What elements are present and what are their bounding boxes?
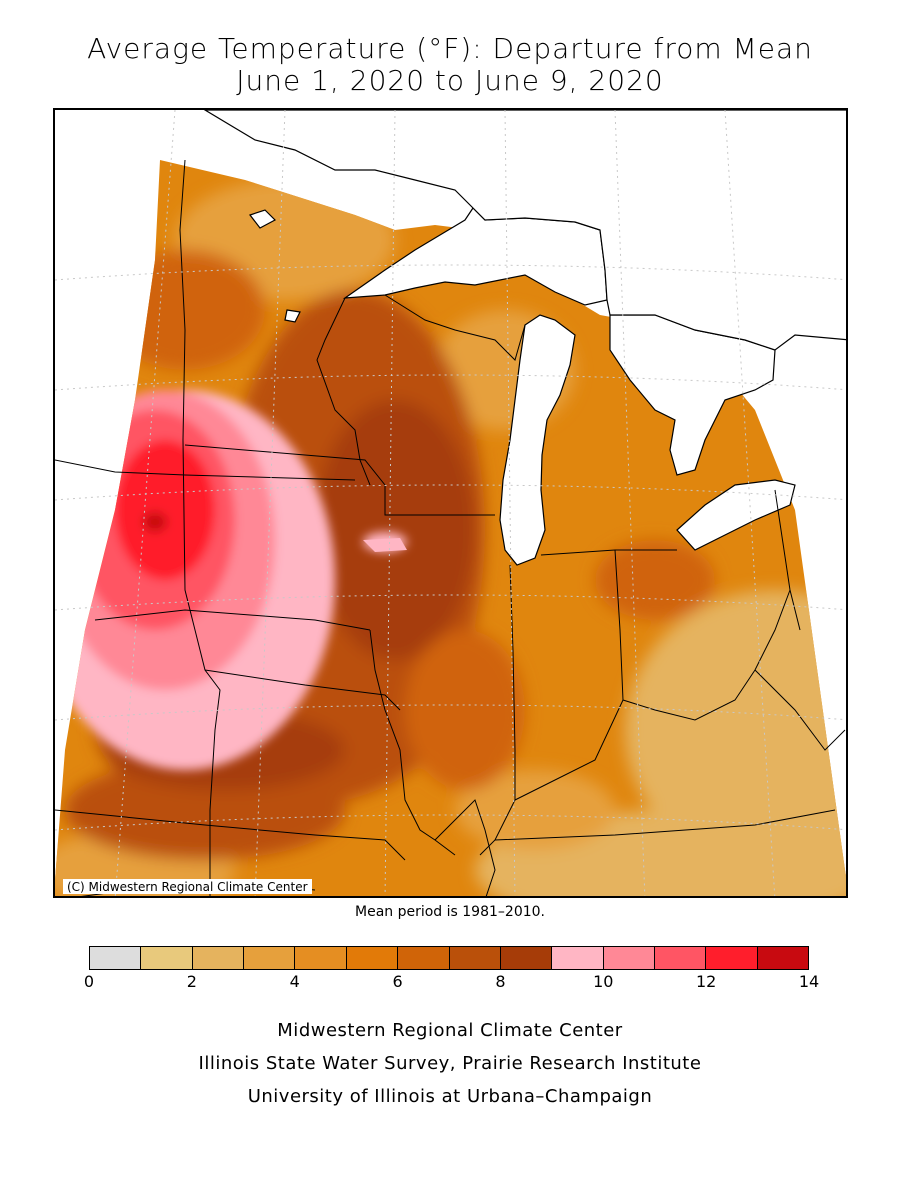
map-credit: (C) Midwestern Regional Climate Center	[63, 879, 312, 894]
legend-tick-label: 6	[392, 972, 403, 991]
legend-swatch	[500, 947, 553, 969]
graticule	[55, 110, 846, 896]
legend-swatch	[706, 947, 758, 969]
legend-tick-label: 8	[495, 972, 506, 991]
legend-swatch	[398, 947, 450, 969]
map-svg	[55, 110, 846, 896]
great-lakes	[203, 110, 846, 566]
legend-swatch	[295, 947, 347, 969]
legend-tick-label: 4	[289, 972, 300, 991]
legend-tick-label: 12	[695, 972, 717, 991]
footer-line2: Illinois State Water Survey, Prairie Res…	[198, 1053, 702, 1074]
legend-tick-label: 2	[186, 972, 197, 991]
state-boundaries	[55, 159, 846, 896]
map-title-line1: Average Temperature (°F): Departure from…	[87, 32, 813, 65]
legend-swatch	[654, 947, 707, 969]
legend-swatch	[141, 947, 193, 969]
temperature-departure-map: (C) Midwestern Regional Climate Center	[53, 108, 848, 898]
map-title-line2: June 1, 2020 to June 9, 2020	[236, 64, 664, 97]
legend-tick-label: 14	[798, 972, 820, 991]
color-legend	[89, 946, 809, 970]
legend-swatch	[192, 947, 245, 969]
legend-swatch	[244, 947, 296, 969]
footer-line1: Midwestern Regional Climate Center	[277, 1020, 623, 1041]
legend-tick-label: 10	[593, 972, 614, 991]
legend-tick-label: 0	[83, 972, 95, 991]
legend-swatch	[757, 947, 809, 969]
legend-swatch	[449, 947, 501, 969]
footer-line3: University of Illinois at Urbana–Champai…	[247, 1086, 653, 1107]
mean-period-note: Mean period is 1981–2010.	[355, 904, 545, 920]
legend-swatch	[346, 947, 399, 969]
legend-swatch	[90, 947, 142, 969]
legend-swatch	[603, 947, 655, 969]
legend-swatch	[552, 947, 604, 969]
